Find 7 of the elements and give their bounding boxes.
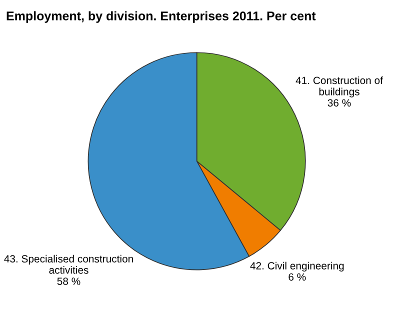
- slice-label: 41. Construction of buildings: [296, 76, 383, 98]
- data-label: 36 %: [328, 99, 351, 107]
- chart-title: Employment, by division. Enterprises 2011. Per cent: [6, 11, 316, 23]
- slice-label: 42. Civil engineering: [250, 262, 344, 272]
- slice-label: 43. Specialised construction activities: [4, 254, 133, 274]
- data-label: 6 %: [288, 273, 306, 281]
- data-label: 58 %: [57, 278, 80, 285]
